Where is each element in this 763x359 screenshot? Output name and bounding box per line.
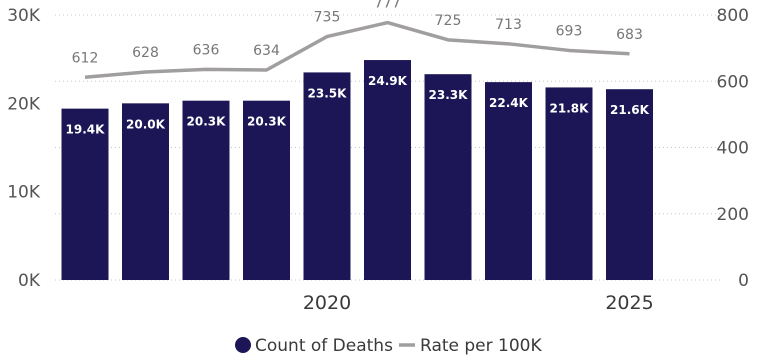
y2-tick-200: 200 [717, 205, 749, 225]
x-tick-2020: 2020 [303, 292, 351, 314]
bar-label-2020: 23.5K [308, 86, 348, 100]
y-tick-10K: 10K [7, 183, 41, 203]
y2-tick-800: 800 [717, 6, 749, 26]
line-label-2017: 628 [132, 45, 159, 61]
x-tick-2025: 2025 [605, 292, 653, 314]
bar-2023 [485, 82, 532, 280]
bar-2018 [182, 100, 230, 280]
bar-label-2016: 19.4K [66, 123, 106, 137]
line-label-2018: 636 [193, 42, 220, 58]
bar-label-2018: 20.3K [187, 115, 227, 129]
legend-label-count: Count of Deaths [255, 336, 393, 356]
bar-2025 [606, 89, 653, 280]
y-tick-0K: 0K [18, 271, 41, 291]
line-label-2016: 612 [72, 50, 99, 66]
line-label-2020: 735 [314, 10, 341, 26]
y-axis-right: 0 200 400 600 800 [717, 6, 749, 291]
bar-series: 19.4K 20.0K 20.3K 20.3K 23.5K 24.9K 23.3K 22.4K… [61, 60, 653, 281]
bar-label-2023: 22.4K [489, 96, 529, 110]
line-label-2025: 683 [616, 27, 643, 43]
line-label-2024: 693 [556, 23, 583, 39]
y2-tick-0: 0 [738, 271, 749, 291]
line-label-2021: 777 [374, 0, 401, 12]
bar-label-2024: 21.8K [550, 101, 590, 115]
bar-2019 [243, 100, 290, 280]
bar-2022 [424, 74, 472, 280]
line-series: 612 628 636 634 735 777 725 713 693 683 [72, 0, 643, 80]
bar-2024 [545, 87, 593, 280]
y2-tick-600: 600 [717, 72, 749, 92]
legend-marker-count [235, 337, 251, 353]
rate-line [84, 20, 630, 80]
legend-label-rate: Rate per 100K [420, 336, 542, 356]
bar-label-2025: 21.6K [610, 103, 650, 117]
bar-label-2019: 20.3K [247, 115, 287, 129]
line-label-2023: 713 [495, 17, 522, 33]
bar-2017 [122, 103, 169, 280]
y2-tick-400: 400 [717, 139, 749, 159]
y-axis-left: 0K 10K 20K 30K [7, 6, 41, 291]
y-tick-30K: 30K [7, 6, 41, 26]
bar-label-2022: 23.3K [429, 88, 469, 102]
bar-2020 [303, 72, 351, 281]
bar-label-2017: 20.0K [126, 117, 166, 131]
line-label-2019: 634 [253, 43, 280, 59]
x-axis: 2020 2025 [303, 292, 654, 314]
bar-2021 [364, 60, 411, 280]
legend: Count of Deaths Rate per 100K [235, 336, 542, 356]
y-tick-20K: 20K [7, 94, 41, 114]
line-label-2022: 725 [435, 13, 462, 29]
bar-label-2021: 24.9K [368, 74, 408, 88]
bar-2016 [61, 108, 109, 280]
